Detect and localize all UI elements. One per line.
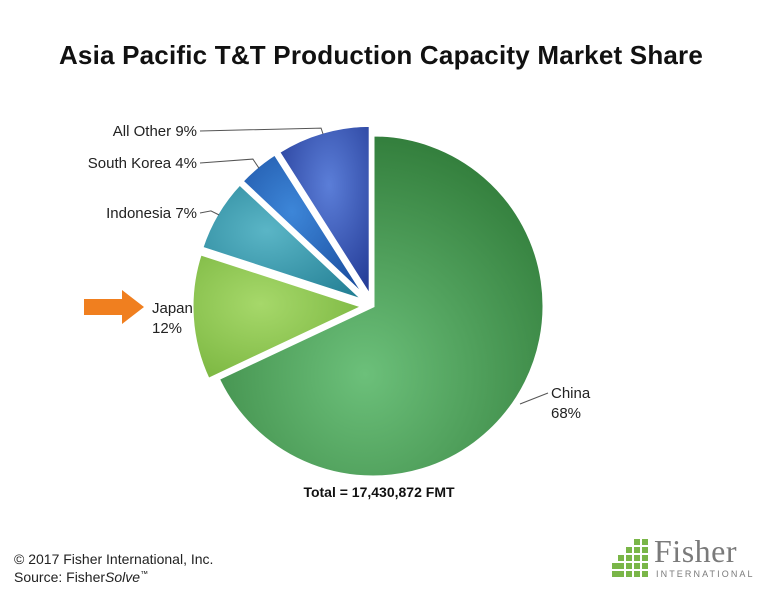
- label-south-korea: South Korea 4%: [88, 155, 197, 172]
- logo-block: [642, 555, 648, 561]
- logo-block: [634, 563, 640, 569]
- logo-word: Fisher: [654, 533, 737, 569]
- fisher-logo: Fisher INTERNATIONAL: [612, 533, 755, 583]
- label-japan-pct: 12%: [152, 320, 182, 337]
- leader-line-all-other: [199, 127, 324, 135]
- pie-chart: All Other 9% South Korea 4% Indonesia 7% Ja…: [84, 123, 591, 500]
- pie-slice-japan: [190, 251, 368, 382]
- logo-block: [634, 539, 640, 545]
- leader-line-south-korea: [199, 158, 260, 169]
- source-text: Source: FisherSolve™: [14, 569, 148, 585]
- logo-block: [642, 539, 648, 545]
- logo-block: [642, 547, 648, 553]
- logo-block: [634, 555, 640, 561]
- label-china-pct: 68%: [551, 405, 581, 422]
- logo-block: [642, 571, 648, 577]
- logo-block: [618, 555, 624, 561]
- logo-block: [618, 571, 624, 577]
- leader-line-indonesia: [199, 210, 220, 216]
- leader-line-china: [519, 392, 549, 405]
- highlight-arrow-icon: [84, 290, 144, 324]
- logo-block: [612, 563, 618, 569]
- label-japan-name: Japan: [152, 300, 193, 317]
- copyright-text: © 2017 Fisher International, Inc.: [14, 551, 214, 567]
- logo-block: [626, 555, 632, 561]
- total-label: Total = 17,430,872 FMT: [303, 484, 455, 500]
- logo-block: [612, 571, 618, 577]
- chart-title: Asia Pacific T&T Production Capacity Mar…: [58, 40, 704, 70]
- logo-block: [626, 563, 632, 569]
- logo-block: [634, 547, 640, 553]
- source-tm: ™: [140, 569, 149, 579]
- logo-block: [626, 547, 632, 553]
- logo-block: [634, 571, 640, 577]
- pie-slice-china: [216, 133, 546, 479]
- logo-sub: INTERNATIONAL: [656, 569, 755, 579]
- logo-block: [642, 563, 648, 569]
- label-all-other: All Other 9%: [113, 123, 197, 140]
- label-china-name: China: [551, 385, 591, 402]
- logo-mark-icon: [612, 539, 648, 577]
- label-indonesia: Indonesia 7%: [106, 205, 197, 222]
- logo-block: [626, 571, 632, 577]
- logo-block: [618, 563, 624, 569]
- source-italic: Solve: [105, 569, 141, 585]
- source-prefix: Source: Fisher: [14, 569, 106, 585]
